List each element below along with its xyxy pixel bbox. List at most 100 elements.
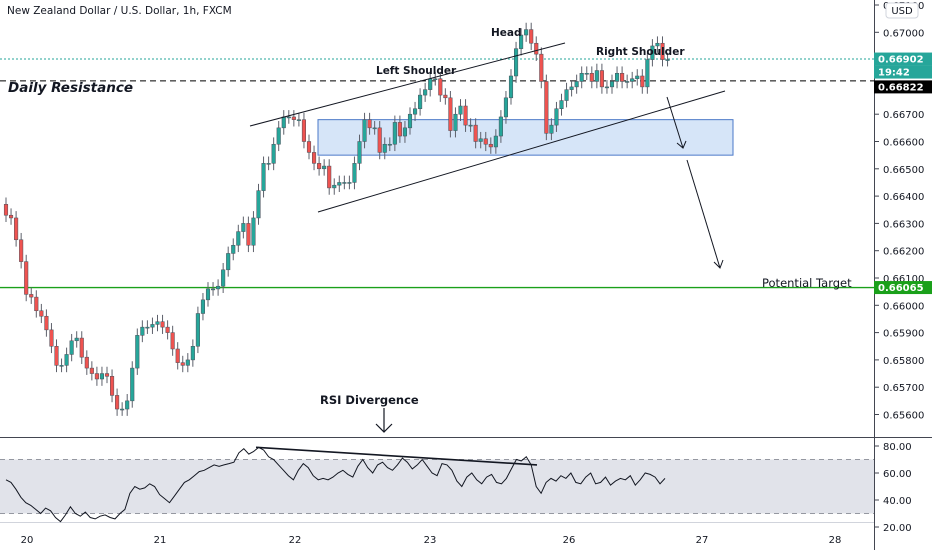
candle[interactable] [579,66,584,89]
candle-body[interactable] [69,340,74,355]
candle[interactable] [407,107,413,135]
candle[interactable] [352,156,357,190]
candle[interactable] [145,320,150,334]
candle[interactable] [99,366,105,386]
candle-body[interactable] [317,163,322,170]
candle-body[interactable] [559,100,564,109]
candle-body[interactable] [266,163,271,165]
candle[interactable] [306,134,312,160]
candle-body[interactable] [362,119,367,142]
candle-body[interactable] [377,127,382,153]
candle[interactable] [125,394,130,416]
candle-body[interactable] [397,122,402,137]
candle[interactable] [594,63,599,89]
candle[interactable] [322,159,327,176]
candle-body[interactable] [49,329,54,347]
candle-body[interactable] [34,296,39,312]
candle-body[interactable] [564,89,569,101]
candle[interactable] [453,107,458,138]
candle-body[interactable] [94,373,99,380]
candle[interactable] [190,339,195,367]
candle[interactable] [155,314,160,332]
candle-body[interactable] [306,141,312,153]
candle[interactable] [69,333,74,362]
candle[interactable] [241,216,246,239]
candle[interactable] [539,47,544,89]
candle[interactable] [115,388,120,416]
candle-body[interactable] [200,299,205,314]
candle-body[interactable] [322,165,327,170]
candle[interactable] [655,36,660,53]
candle-body[interactable] [493,135,498,148]
candle-body[interactable] [625,81,630,83]
candle[interactable] [357,134,362,171]
candle-body[interactable] [620,73,625,82]
candle[interactable] [261,156,266,198]
candle-body[interactable] [155,321,160,325]
candle[interactable] [534,36,539,61]
candle-body[interactable] [554,108,559,126]
candle[interactable] [589,66,594,89]
candle[interactable] [221,262,226,294]
candle[interactable] [49,323,54,354]
candle-body[interactable] [579,73,584,82]
candle-body[interactable] [468,124,473,127]
candle[interactable] [503,90,508,124]
candle[interactable] [438,71,443,102]
candle-body[interactable] [337,182,342,186]
candle-body[interactable] [640,75,645,88]
candle-body[interactable] [281,116,286,129]
candle[interactable] [433,71,438,86]
candle[interactable] [463,99,468,132]
candle-body[interactable] [544,81,549,134]
candle-body[interactable] [312,152,317,164]
candle[interactable] [584,66,589,81]
candle-body[interactable] [150,324,155,328]
candle[interactable] [266,156,271,171]
candle-body[interactable] [99,373,105,380]
candle-body[interactable] [589,73,594,82]
candle-body[interactable] [246,223,251,246]
candle[interactable] [216,279,221,296]
candle[interactable] [317,156,322,176]
candle-body[interactable] [84,356,89,369]
candle[interactable] [559,93,564,116]
candle-body[interactable] [665,59,670,61]
candle-body[interactable] [599,70,604,88]
candle[interactable] [604,80,610,94]
candle-body[interactable] [357,141,362,164]
candle[interactable] [291,110,296,127]
candle-body[interactable] [534,42,539,55]
candle-body[interactable] [463,105,468,126]
candle[interactable] [564,82,569,108]
candle-body[interactable] [519,34,524,49]
candle[interactable] [286,110,291,124]
candle-body[interactable] [458,105,463,115]
candle-body[interactable] [478,138,483,142]
candle[interactable] [205,282,211,307]
candle-body[interactable] [508,75,514,99]
candle[interactable] [377,121,382,160]
candle-body[interactable] [125,400,130,410]
candle-body[interactable] [59,365,64,367]
candle-body[interactable] [89,367,94,374]
candle-body[interactable] [635,75,640,79]
candle-body[interactable] [428,78,433,90]
candle[interactable] [337,175,342,193]
candle[interactable] [296,112,301,127]
candle[interactable] [630,71,635,89]
candle[interactable] [150,317,155,334]
candle[interactable] [120,402,125,416]
candle[interactable] [483,131,488,152]
candle[interactable] [625,74,630,89]
candle[interactable] [645,52,650,94]
candle-body[interactable] [524,29,529,36]
candle-body[interactable] [609,81,615,88]
candle-body[interactable] [407,113,413,129]
candle-body[interactable] [655,42,660,47]
candle[interactable] [347,175,352,190]
candle[interactable] [473,118,478,149]
candle-body[interactable] [115,395,120,410]
candle-body[interactable] [382,143,387,153]
candle[interactable] [301,112,306,149]
